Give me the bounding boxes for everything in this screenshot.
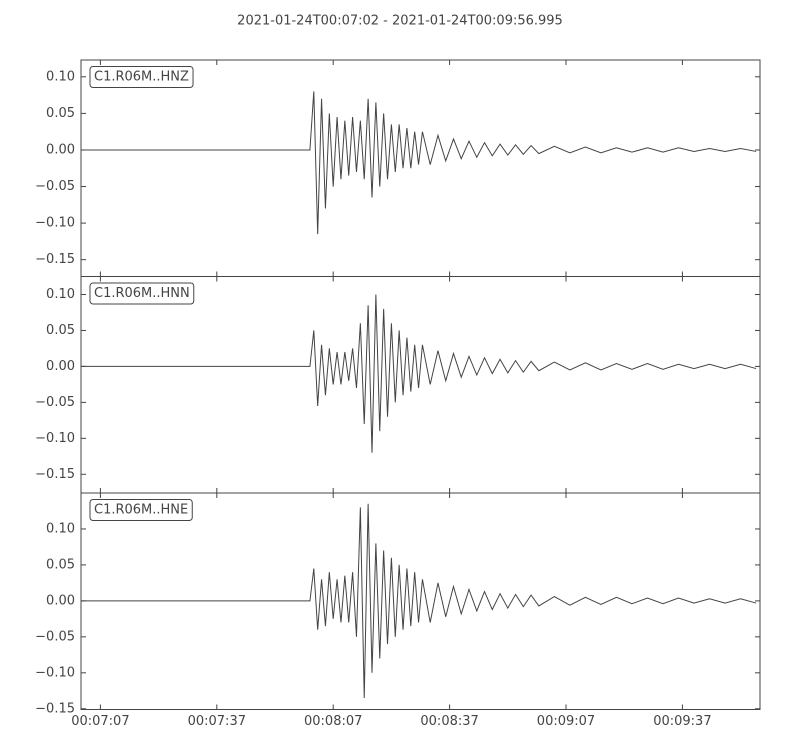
x-tick-label: 00:07:07 [71,714,129,729]
waveform [81,294,757,453]
waveform [81,503,757,699]
x-tick-label: 00:08:07 [304,714,362,729]
trace-label-box [89,282,195,305]
x-tick-label: 00:09:37 [653,714,711,729]
trace-label: C1.R06M..HNN [94,286,190,301]
y-tick-label: −0.05 [35,395,75,410]
waveform [81,91,757,235]
y-tick-label: 0.00 [46,593,75,608]
trace-label-box [89,66,194,88]
y-tick-label: −0.15 [35,252,75,267]
y-tick-label: −0.05 [35,629,75,644]
trace-label-box [89,499,193,521]
x-tick-label: 00:08:37 [420,714,478,729]
chart-title: 2021-01-24T00:07:02 - 2021-01-24T00:09:5… [237,14,563,29]
y-tick-label: 0.05 [46,557,75,572]
y-tick-label: −0.05 [35,179,75,194]
trace-label: C1.R06M..HNZ [94,70,189,85]
y-tick-label: 0.00 [46,142,75,157]
y-tick-label: 0.10 [46,69,75,84]
y-tick-label: 0.10 [46,287,75,302]
x-tick-label: 00:07:37 [188,714,246,729]
trace-label: C1.R06M..HNE [94,503,188,518]
x-tick-label: 00:09:07 [537,714,595,729]
plot-frame [80,276,761,494]
y-tick-label: 0.05 [46,106,75,121]
plot-frame [80,492,761,710]
y-tick-label: −0.15 [35,467,75,482]
y-tick-label: 0.00 [46,359,75,374]
plot-frame [80,59,761,277]
y-tick-label: −0.10 [35,216,75,231]
y-tick-label: 0.05 [46,323,75,338]
y-tick-label: 0.10 [46,521,75,536]
y-tick-label: −0.15 [35,701,75,716]
y-tick-label: −0.10 [35,431,75,446]
y-tick-label: −0.10 [35,665,75,680]
